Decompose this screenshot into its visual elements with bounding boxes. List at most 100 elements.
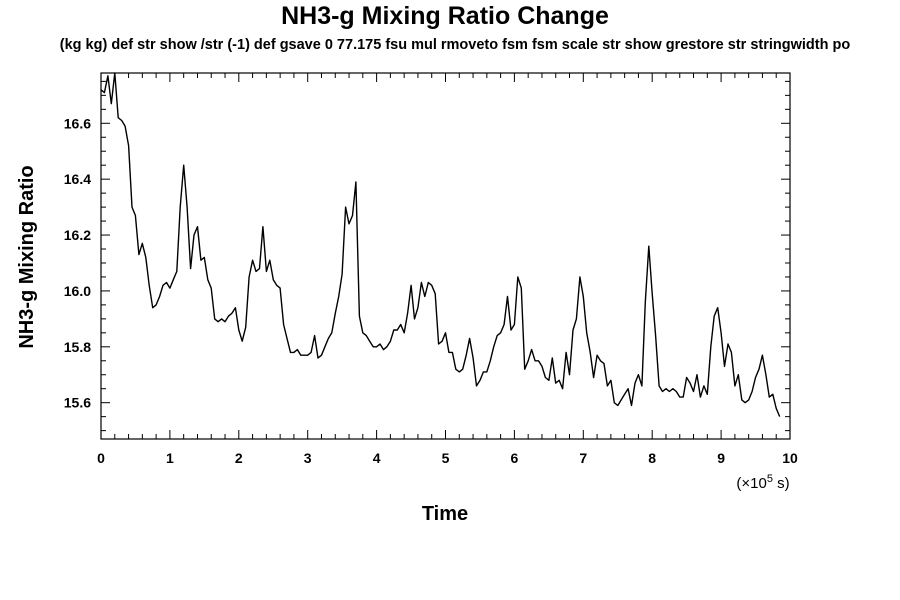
data-point [652, 293, 653, 294]
y-tick-label: 16.4 [64, 171, 91, 187]
data-point [245, 327, 246, 328]
data-point [748, 399, 749, 400]
data-point [280, 288, 281, 289]
data-point [562, 388, 563, 389]
data-point [149, 285, 150, 286]
data-point [369, 341, 370, 342]
series-points [100, 72, 780, 417]
data-point [679, 397, 680, 398]
data-point [497, 335, 498, 336]
data-point [514, 324, 515, 325]
data-point [455, 369, 456, 370]
data-point [603, 363, 604, 364]
data-point [569, 374, 570, 375]
x-axis-ticks [100, 73, 791, 439]
x-unit-suffix: s) [773, 475, 790, 492]
data-point [355, 181, 356, 182]
data-point [307, 355, 308, 356]
data-point [734, 385, 735, 386]
data-point [379, 343, 380, 344]
data-point [362, 332, 363, 333]
data-point [190, 268, 191, 269]
x-tick-label: 10 [782, 450, 798, 466]
data-point [314, 335, 315, 336]
data-point [438, 343, 439, 344]
data-point [772, 394, 773, 395]
data-point [138, 254, 139, 255]
x-tick-label: 3 [304, 450, 312, 466]
data-point [114, 72, 115, 73]
data-point [672, 388, 673, 389]
data-point [273, 279, 274, 280]
data-point [111, 103, 112, 104]
data-point [352, 215, 353, 216]
x-tick-label: 7 [579, 450, 587, 466]
data-point [686, 377, 687, 378]
data-point [762, 355, 763, 356]
data-point [442, 341, 443, 342]
data-point [531, 349, 532, 350]
data-point [483, 371, 484, 372]
data-point [386, 346, 387, 347]
data-point [107, 75, 108, 76]
data-point [548, 380, 549, 381]
data-point [366, 335, 367, 336]
data-point [414, 318, 415, 319]
data-point [445, 332, 446, 333]
data-point [159, 296, 160, 297]
data-point [479, 380, 480, 381]
data-point [211, 288, 212, 289]
data-point [328, 338, 329, 339]
data-point [683, 397, 684, 398]
data-point [259, 268, 260, 269]
data-point [583, 296, 584, 297]
data-point [131, 207, 132, 208]
data-point [462, 369, 463, 370]
data-point [390, 341, 391, 342]
data-point [252, 260, 253, 261]
data-point [593, 377, 594, 378]
data-point [669, 391, 670, 392]
data-point [200, 260, 201, 261]
data-point [428, 282, 429, 283]
data-point [224, 321, 225, 322]
y-tick-label: 16.6 [64, 115, 91, 131]
data-point [197, 226, 198, 227]
data-point [721, 332, 722, 333]
data-point [207, 279, 208, 280]
data-point [269, 260, 270, 261]
data-point [452, 352, 453, 353]
data-point [145, 257, 146, 258]
data-point [317, 357, 318, 358]
data-point [538, 360, 539, 361]
data-point [659, 385, 660, 386]
x-tick-label: 4 [373, 450, 381, 466]
data-point [517, 276, 518, 277]
data-point [311, 352, 312, 353]
data-point [493, 346, 494, 347]
data-point [348, 223, 349, 224]
data-point [376, 346, 377, 347]
data-point [255, 271, 256, 272]
x-tick-label: 8 [648, 450, 656, 466]
data-point [173, 279, 174, 280]
data-point [104, 92, 105, 93]
data-point [473, 357, 474, 358]
data-point [765, 374, 766, 375]
data-point [338, 296, 339, 297]
data-point [342, 274, 343, 275]
x-axis-unit-label: (×105 s) [736, 473, 789, 492]
data-point [707, 394, 708, 395]
data-point [507, 296, 508, 297]
data-point [242, 341, 243, 342]
data-point [100, 89, 101, 90]
data-point [286, 338, 287, 339]
data-point [690, 383, 691, 384]
data-point [700, 397, 701, 398]
data-point [262, 226, 263, 227]
data-point [193, 234, 194, 235]
data-point [727, 343, 728, 344]
data-point [176, 271, 177, 272]
series-line-nh3-g [100, 72, 781, 417]
data-point [135, 215, 136, 216]
